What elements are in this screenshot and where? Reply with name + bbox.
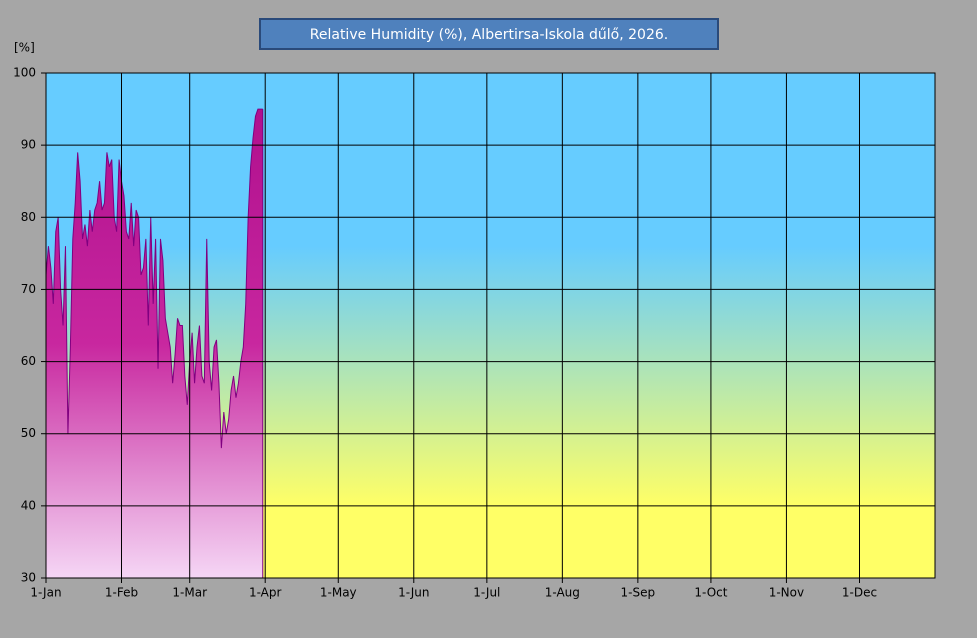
x-tick-label: 1-Sep — [621, 586, 656, 600]
x-tick-label: 1-Oct — [694, 586, 727, 600]
x-tick-label: 1-Jan — [30, 586, 61, 600]
y-tick-label: 80 — [21, 210, 36, 224]
x-tick-label: 1-Apr — [249, 586, 282, 600]
y-tick-label: 30 — [21, 571, 36, 585]
x-tick-label: 1-Mar — [172, 586, 207, 600]
y-tick-label: 100 — [13, 66, 36, 80]
area-fill — [46, 109, 263, 579]
title-box — [259, 18, 719, 50]
y-axis-label: [%] — [14, 41, 35, 55]
x-tick-label: 1-Nov — [769, 586, 804, 600]
x-tick-label: 1-Jun — [398, 586, 429, 600]
x-tick-label: 1-Aug — [545, 586, 580, 600]
chart-title: Relative Humidity (%), Albertirsa-Iskola… — [310, 27, 668, 43]
plot-border — [45, 72, 936, 579]
y-tick-label: 40 — [21, 498, 36, 512]
x-tick-label: 1-Dec — [842, 586, 877, 600]
x-tick-label: 1-Feb — [105, 586, 138, 600]
area-line — [45, 108, 263, 449]
y-tick-label: 60 — [21, 354, 36, 368]
y-tick-label: 70 — [21, 282, 36, 296]
x-tick-label: 1-May — [320, 586, 357, 600]
y-tick-label: 50 — [21, 426, 36, 440]
x-tick-label: 1-Jul — [473, 586, 500, 600]
y-tick-label: 90 — [21, 138, 36, 152]
